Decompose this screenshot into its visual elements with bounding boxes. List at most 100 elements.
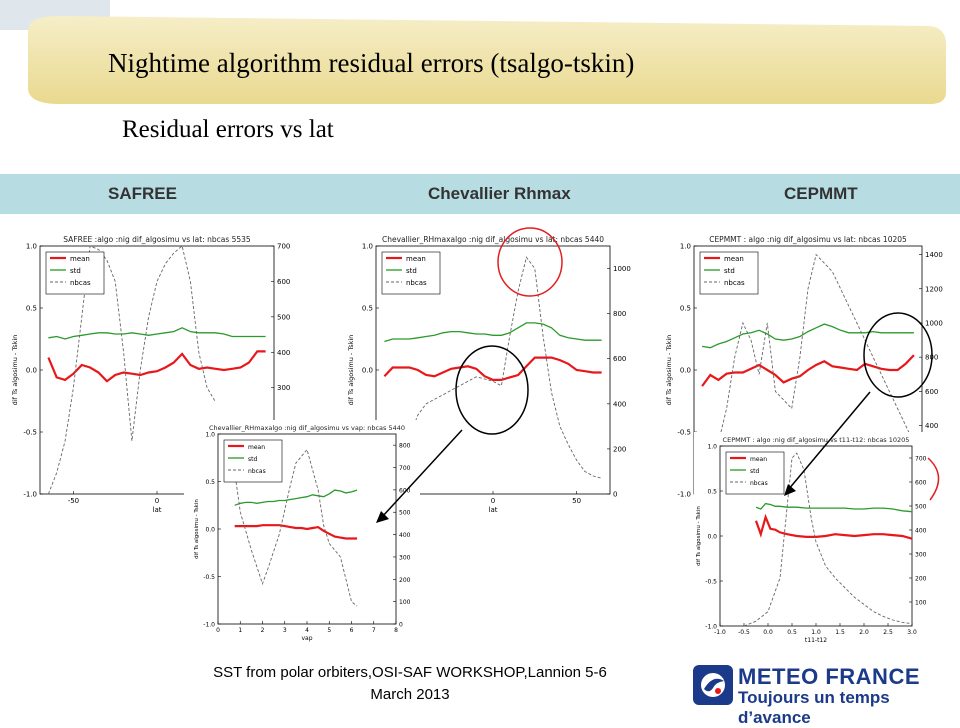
x-tick-label: 50 bbox=[572, 497, 581, 505]
y-tick-label: 0.0 bbox=[26, 367, 37, 375]
y-tick-label: -0.5 bbox=[23, 429, 37, 437]
y-axis-label: dif Ts algosimu - Tskin bbox=[665, 335, 673, 406]
title-band bbox=[0, 0, 946, 104]
y-tick-label: 1.0 bbox=[680, 243, 691, 251]
x-tick-label: 3.0 bbox=[907, 629, 917, 636]
y-tick-label: 0.0 bbox=[362, 367, 373, 375]
y2-tick-label: 300 bbox=[399, 554, 411, 561]
legend-label-nbcas: nbcas bbox=[248, 468, 266, 475]
y-axis-label: dif Ts algosimu - Tskin bbox=[696, 506, 702, 566]
y-axis-label: dif Ts algosimu - Tskin bbox=[194, 499, 200, 559]
y-tick-label: -1.0 bbox=[203, 622, 215, 629]
chart-title: Chevallier_RHmaxalgo :nig dif_algosimu v… bbox=[382, 235, 604, 244]
y-tick-label: -1.0 bbox=[677, 491, 691, 499]
legend-label-mean: mean bbox=[70, 255, 90, 263]
x-axis-label: vap bbox=[301, 635, 312, 642]
y2-tick-label: 200 bbox=[915, 576, 927, 583]
column-header-chevallier: Chevallier Rhmax bbox=[428, 184, 571, 203]
logo-tagline: Toujours un temps d’avance bbox=[738, 688, 890, 727]
y-tick-label: 0.5 bbox=[362, 305, 373, 313]
chart-cepmmt-t11t12: CEPMMT : algo :nig dif_algosimu vs t11-t… bbox=[694, 432, 944, 644]
chart-title: Chevallier_RHmaxalgo :nig dif_algosimu v… bbox=[209, 424, 405, 432]
y2-tick-label: 500 bbox=[277, 313, 290, 321]
highlight-arc-red-right bbox=[927, 457, 940, 501]
x-tick-label: 1 bbox=[238, 627, 242, 634]
series-line-mean bbox=[383, 356, 602, 381]
legend-label-mean: mean bbox=[724, 255, 744, 263]
legend-label-nbcas: nbcas bbox=[406, 279, 427, 287]
y2-tick-label: 400 bbox=[399, 532, 411, 539]
y-tick-label: 1.0 bbox=[362, 243, 373, 251]
footer-line-1: SST from polar orbiters,OSI-SAF WORKSHOP… bbox=[213, 664, 607, 681]
y-tick-label: -0.5 bbox=[203, 574, 215, 581]
series-line-mean bbox=[754, 513, 913, 540]
x-axis-label: lat bbox=[489, 506, 498, 513]
meteo-france-emblem-icon bbox=[693, 665, 733, 705]
series-line-nbcas bbox=[701, 253, 915, 495]
x-axis-label: t11-t12 bbox=[805, 637, 827, 644]
x-axis-label: lat bbox=[153, 506, 162, 513]
arrow-line-right bbox=[787, 391, 871, 491]
x-tick-label: 2 bbox=[261, 627, 265, 634]
column-header-bar bbox=[0, 174, 960, 214]
x-tick-label: 0.0 bbox=[763, 629, 773, 636]
series-line-std bbox=[234, 489, 358, 506]
y-tick-label: 0.5 bbox=[707, 489, 717, 496]
y2-tick-label: 600 bbox=[277, 278, 290, 286]
column-header-cepmmt: CEPMMT bbox=[784, 184, 858, 203]
x-tick-label: 2.0 bbox=[859, 629, 869, 636]
legend-label-nbcas: nbcas bbox=[750, 480, 768, 487]
y2-tick-label: 0 bbox=[613, 491, 617, 499]
series-line-std bbox=[48, 327, 266, 340]
x-tick-label: -50 bbox=[68, 497, 79, 505]
y2-tick-label: 500 bbox=[915, 504, 927, 511]
legend-label-std: std bbox=[724, 267, 735, 275]
x-tick-label: 7 bbox=[372, 627, 376, 634]
y2-tick-label: 700 bbox=[399, 465, 411, 472]
x-tick-label: 0 bbox=[491, 497, 495, 505]
x-tick-label: 0 bbox=[155, 497, 159, 505]
x-tick-label: 3 bbox=[283, 627, 287, 634]
y2-tick-label: 1000 bbox=[925, 319, 943, 327]
legend-label-nbcas: nbcas bbox=[70, 279, 91, 287]
y2-tick-label: 800 bbox=[613, 310, 626, 318]
y2-tick-label: 1400 bbox=[925, 251, 943, 259]
legend-label-std: std bbox=[750, 468, 759, 475]
y-tick-label: 0.5 bbox=[205, 479, 215, 486]
x-tick-label: 6 bbox=[350, 627, 354, 634]
y2-tick-label: 400 bbox=[613, 400, 626, 408]
logo-name: METEO FRANCE bbox=[738, 664, 920, 689]
y-tick-label: 1.0 bbox=[707, 444, 717, 451]
x-tick-label: 5 bbox=[327, 627, 331, 634]
y-tick-label: -0.5 bbox=[705, 579, 717, 586]
x-tick-label: 4 bbox=[305, 627, 309, 634]
y2-tick-label: 300 bbox=[915, 552, 927, 559]
y2-tick-label: 400 bbox=[277, 349, 290, 357]
arrow-head-center bbox=[376, 511, 389, 523]
chart-chevallier-vap: Chevallier_RHmaxalgo :nig dif_algosimu v… bbox=[184, 420, 420, 642]
series-line-std bbox=[755, 502, 913, 513]
footer-line-2: March 2013 bbox=[370, 686, 450, 703]
y2-tick-label: 500 bbox=[399, 510, 411, 517]
legend-label-mean: mean bbox=[406, 255, 426, 263]
y2-tick-label: 600 bbox=[399, 487, 411, 494]
series-line-mean bbox=[47, 350, 266, 383]
slide-title: Nightime algorithm residual errors (tsal… bbox=[108, 48, 635, 78]
x-tick-label: 0 bbox=[216, 627, 220, 634]
legend-label-nbcas: nbcas bbox=[724, 279, 745, 287]
y-tick-label: 1.0 bbox=[205, 432, 215, 439]
legend-label-std: std bbox=[248, 456, 257, 463]
arrow-line-center bbox=[381, 429, 463, 518]
y-tick-label: 0.5 bbox=[26, 305, 37, 313]
y-tick-label: -0.5 bbox=[677, 429, 691, 437]
chart-title: CEPMMT : algo :nig dif_algosimu vs lat: … bbox=[709, 235, 907, 244]
highlight-circle-black-center bbox=[455, 345, 529, 435]
arrow-head-right bbox=[784, 484, 796, 496]
y-tick-label: -1.0 bbox=[23, 491, 37, 499]
chart-title: SAFREE :algo :nig dif_algosimu vs lat: n… bbox=[63, 235, 251, 244]
y-tick-label: 0.0 bbox=[205, 527, 215, 534]
y2-tick-label: 600 bbox=[915, 480, 927, 487]
legend-label-mean: mean bbox=[750, 456, 767, 463]
x-tick-label: -0.5 bbox=[738, 629, 750, 636]
x-tick-label: 0.5 bbox=[787, 629, 797, 636]
